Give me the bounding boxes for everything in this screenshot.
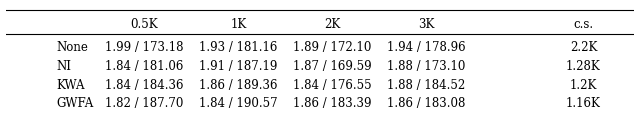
Text: 3K: 3K [419,18,435,31]
Text: 1.93 / 181.16: 1.93 / 181.16 [199,41,278,54]
Text: 0.5K: 0.5K [131,18,158,31]
Text: 1.91 / 187.19: 1.91 / 187.19 [199,59,278,72]
Text: 1.86 / 189.36: 1.86 / 189.36 [199,78,278,91]
Text: 1.86 / 183.39: 1.86 / 183.39 [293,97,372,109]
Text: 2.2K: 2.2K [570,41,597,54]
Text: GWFA: GWFA [56,97,94,109]
Text: KWA: KWA [56,78,85,91]
Text: 1.82 / 187.70: 1.82 / 187.70 [105,97,184,109]
Text: 1.88 / 184.52: 1.88 / 184.52 [387,78,466,91]
Text: 1.84 / 184.36: 1.84 / 184.36 [105,78,184,91]
Text: 1.84 / 190.57: 1.84 / 190.57 [199,97,278,109]
Text: NI: NI [56,59,72,72]
Text: 1.28K: 1.28K [566,59,601,72]
Text: 1.16K: 1.16K [566,97,601,109]
Text: 1.86 / 183.08: 1.86 / 183.08 [387,97,466,109]
Text: 1.87 / 169.59: 1.87 / 169.59 [293,59,372,72]
Text: 2K: 2K [324,18,340,31]
Text: 1.94 / 178.96: 1.94 / 178.96 [387,41,466,54]
Text: 1.2K: 1.2K [570,78,597,91]
Text: 1.99 / 173.18: 1.99 / 173.18 [105,41,184,54]
Text: c.s.: c.s. [573,18,593,31]
Text: None: None [56,41,88,54]
Text: 1.88 / 173.10: 1.88 / 173.10 [387,59,466,72]
Text: 1.84 / 176.55: 1.84 / 176.55 [293,78,372,91]
Text: 1K: 1K [230,18,246,31]
Text: 1.89 / 172.10: 1.89 / 172.10 [293,41,372,54]
Text: 1.84 / 181.06: 1.84 / 181.06 [105,59,184,72]
